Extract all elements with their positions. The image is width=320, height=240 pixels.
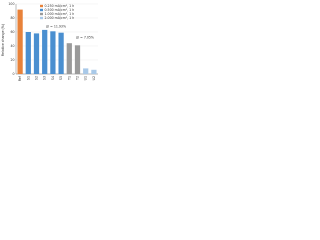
bar <box>74 45 81 74</box>
bar <box>17 9 23 75</box>
bar <box>33 33 40 74</box>
x-tick-label: S5 <box>59 76 63 80</box>
y-tick-label: 20 <box>10 58 14 62</box>
x-tick-label: S3 <box>43 76 47 80</box>
legend-swatch <box>40 8 43 12</box>
y-tick-label: 80 <box>10 16 14 20</box>
x-tick-label: S2 <box>35 76 39 80</box>
legend-label: 0.250 mA/cm², 1 h <box>45 4 75 8</box>
x-tick-label: Ref <box>18 75 22 81</box>
x-tick-label: U1 <box>84 76 88 80</box>
bar <box>66 43 72 74</box>
y-tick-label: 60 <box>10 30 14 34</box>
x-tick-label: S4 <box>51 76 55 80</box>
y-tick-label: 40 <box>10 44 14 48</box>
legend-swatch <box>40 4 43 8</box>
y-tick-label: 100 <box>8 2 14 6</box>
y-tick-label: 0 <box>12 72 14 76</box>
legend-swatch <box>40 16 43 20</box>
legend-label: 2.000 mA/cm², 1 h <box>45 16 75 20</box>
legend-swatch <box>40 12 43 16</box>
legend-label: 1.000 mA/cm², 1 h <box>45 12 75 16</box>
bar <box>50 31 56 74</box>
annotation: ΔI = 7.05% <box>76 36 94 40</box>
legend-label: 0.500 mA/cm², 1 h <box>45 8 75 12</box>
y-axis-label: Relative change (%) <box>1 24 5 56</box>
bar <box>83 68 89 74</box>
bar <box>91 69 97 74</box>
bar <box>58 32 64 74</box>
x-tick-label: T2 <box>76 76 80 81</box>
annotation: ΔI = 11.93% <box>46 24 66 28</box>
x-tick-label: T1 <box>67 76 71 81</box>
bar <box>42 29 48 74</box>
x-tick-label: S1 <box>26 76 30 80</box>
x-tick-label: U2 <box>92 76 96 80</box>
chart: Relative change (%) 0 20 40 60 80 100 Ref S1 S2 S… <box>1 2 98 81</box>
bar <box>25 32 31 74</box>
